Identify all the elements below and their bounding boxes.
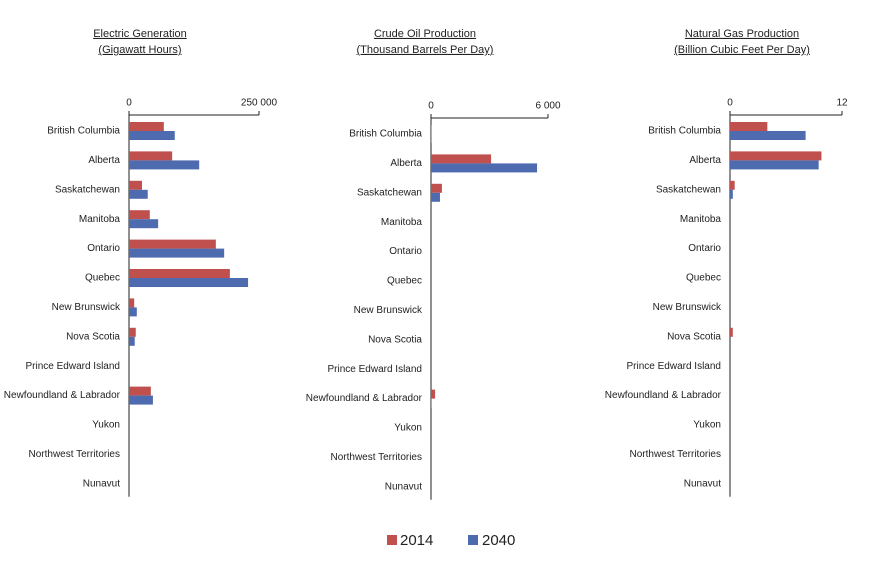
y-tick-label: New Brunswick (653, 302, 722, 313)
bar (431, 398, 432, 408)
bar (431, 163, 538, 173)
y-tick-label: Newfoundland & Labrador (306, 393, 423, 404)
bar (129, 151, 173, 161)
chart-title: Natural Gas Production (685, 28, 799, 40)
y-tick-label: Nunavut (83, 478, 120, 489)
bar (129, 248, 225, 258)
y-tick-label: Northwest Territories (629, 449, 721, 460)
y-tick-label: Alberta (88, 155, 120, 166)
y-tick-label: Newfoundland & Labrador (605, 390, 722, 401)
legend-label: 2014 (400, 532, 433, 549)
chart-title: Electric Generation (93, 28, 187, 40)
bar (730, 180, 735, 190)
y-tick-label: Manitoba (680, 214, 722, 225)
bar (431, 192, 440, 202)
y-tick-label: Nunavut (385, 481, 422, 492)
y-tick-label: Newfoundland & Labrador (4, 390, 121, 401)
x-tick-label: 0 (727, 98, 733, 109)
y-tick-label: Prince Edward Island (328, 364, 423, 375)
y-tick-label: Quebec (85, 273, 120, 284)
x-tick-label: 0 (428, 101, 434, 112)
bar (730, 189, 733, 199)
bar (129, 160, 200, 170)
y-tick-label: British Columbia (47, 126, 120, 137)
legend-label: 2040 (482, 532, 515, 549)
y-tick-label: Quebec (686, 273, 721, 284)
y-tick-label: Saskatchewan (55, 184, 120, 195)
y-tick-label: Northwest Territories (28, 449, 120, 460)
y-tick-label: Ontario (87, 243, 120, 254)
x-tick-label: 12 (836, 98, 848, 109)
y-tick-label: Northwest Territories (330, 452, 422, 463)
y-tick-label: Saskatchewan (656, 184, 721, 195)
chart-subtitle: (Gigawatt Hours) (98, 44, 181, 56)
bar (431, 154, 492, 164)
bar (129, 327, 136, 337)
y-tick-label: Prince Edward Island (627, 361, 722, 372)
bar (129, 395, 153, 405)
bar (129, 278, 249, 287)
bar (730, 131, 806, 140)
x-tick-label: 0 (126, 98, 132, 109)
x-tick-label: 250 000 (241, 98, 278, 109)
bar (730, 160, 819, 170)
y-tick-label: Yukon (394, 423, 422, 434)
y-tick-label: British Columbia (349, 129, 422, 140)
bar (730, 122, 768, 131)
bar (129, 180, 142, 190)
y-tick-label: Yukon (693, 420, 721, 431)
legend-swatch (468, 535, 478, 545)
y-tick-label: Ontario (688, 243, 721, 254)
bar (129, 239, 216, 249)
chart-subtitle: (Thousand Barrels Per Day) (357, 44, 494, 56)
y-tick-label: Ontario (389, 246, 422, 257)
bar (730, 327, 733, 337)
y-tick-label: Nunavut (684, 478, 721, 489)
bar (129, 336, 135, 346)
y-tick-label: Nova Scotia (66, 331, 120, 342)
bar (129, 269, 230, 278)
y-tick-label: New Brunswick (354, 305, 423, 316)
y-tick-label: Yukon (92, 420, 120, 431)
y-tick-label: Manitoba (381, 217, 423, 228)
y-tick-label: New Brunswick (52, 302, 121, 313)
x-tick-label: 6 000 (535, 101, 560, 112)
bar (431, 389, 436, 399)
y-tick-label: Saskatchewan (357, 187, 422, 198)
bar (129, 219, 159, 229)
bar (129, 298, 135, 308)
y-tick-label: Prince Edward Island (26, 361, 121, 372)
bar (129, 131, 175, 140)
y-tick-label: Quebec (387, 276, 422, 287)
y-tick-label: Nova Scotia (667, 331, 721, 342)
bar (129, 307, 137, 317)
legend-swatch (387, 535, 397, 545)
chart-title: Crude Oil Production (374, 28, 476, 40)
y-tick-label: Alberta (689, 155, 721, 166)
bar (431, 183, 442, 193)
y-tick-label: British Columbia (648, 126, 721, 137)
bar (129, 122, 164, 131)
bar (129, 189, 148, 199)
bar (730, 151, 822, 161)
chart-subtitle: (Billion Cubic Feet Per Day) (674, 44, 810, 56)
bar (129, 210, 150, 220)
y-tick-label: Alberta (390, 158, 422, 169)
y-tick-label: Manitoba (79, 214, 121, 225)
bar (129, 386, 151, 396)
y-tick-label: Nova Scotia (368, 334, 422, 345)
